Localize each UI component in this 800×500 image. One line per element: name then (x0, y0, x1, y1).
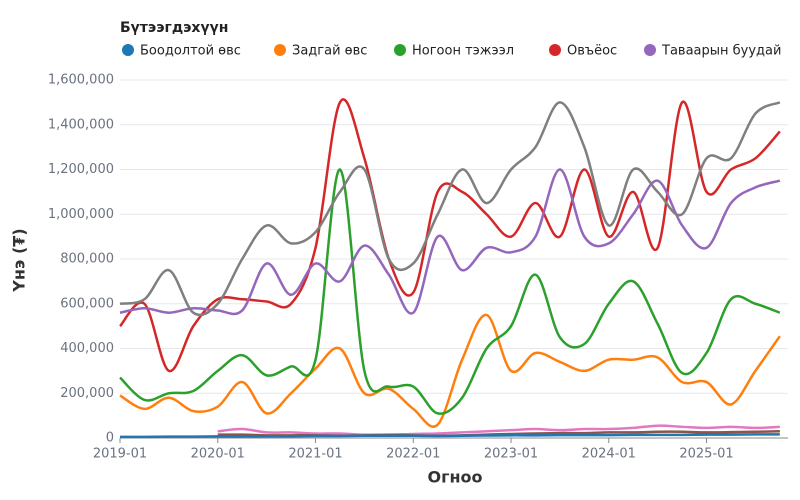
legend-label: Ногоон тэжээл (412, 44, 514, 59)
x-tick-label: 2019-01 (93, 447, 147, 462)
y-tick-label: 1,000,000 (48, 207, 114, 222)
y-tick-label: 800,000 (60, 252, 114, 267)
y-tick-label: 1,200,000 (48, 162, 114, 177)
legend-swatch (274, 44, 286, 56)
legend-label: Овъёос (567, 44, 617, 59)
legend-swatch (644, 44, 656, 56)
legend-label: Тавaарын буудай (661, 44, 781, 59)
x-tick-label: 2024-01 (582, 447, 636, 462)
y-tick-label: 0 (106, 431, 114, 446)
series-line (119, 98, 781, 373)
x-tick-label: 2023-01 (484, 447, 538, 462)
y-tick-label: 400,000 (60, 341, 114, 356)
x-tick-label: 2021-01 (288, 447, 342, 462)
legend-title: Бүтээгдэхүүн (120, 20, 228, 36)
y-tick-label: 600,000 (60, 296, 114, 311)
y-tick-label: 200,000 (60, 386, 114, 401)
y-tick-label: 1,600,000 (48, 73, 114, 88)
x-tick-label: 2022-01 (386, 447, 440, 462)
series-line (119, 433, 780, 439)
series-line (119, 101, 781, 317)
series-line (119, 313, 781, 428)
legend-swatch (122, 44, 134, 56)
legend-label: Боодолтой өвс (140, 44, 241, 59)
legend-swatch (394, 44, 406, 56)
series-line (217, 424, 780, 437)
x-axis-label: Огноо (428, 468, 483, 487)
x-tick-label: 2020-01 (191, 447, 245, 462)
series-line (119, 168, 781, 415)
x-tick-label: 2025-01 (679, 447, 733, 462)
y-axis-label: Үнэ (₮) (10, 228, 29, 292)
y-tick-label: 1,400,000 (48, 117, 114, 132)
series-line (119, 168, 781, 316)
legend-swatch (549, 44, 561, 56)
legend-label: Задгай өвс (292, 44, 367, 59)
